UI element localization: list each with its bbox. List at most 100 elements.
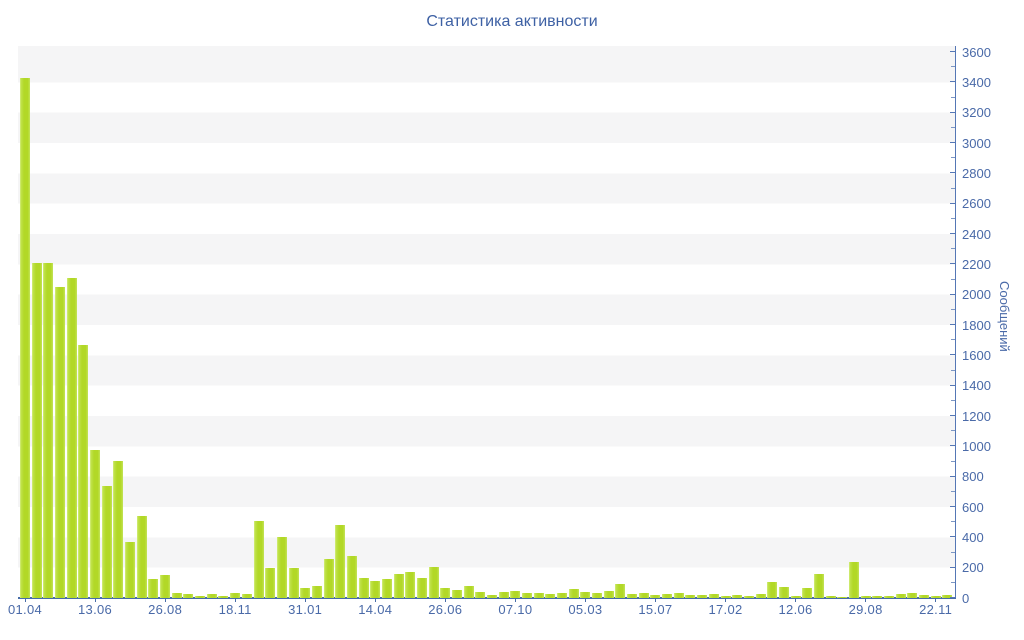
bar <box>697 595 708 598</box>
bar <box>300 588 311 598</box>
x-tick <box>865 598 867 602</box>
x-tick-label: 01.04 <box>7 602 43 617</box>
bar <box>732 595 743 598</box>
x-tick <box>164 598 166 602</box>
y-tick-label: 2800 <box>962 165 991 181</box>
bar <box>113 461 124 598</box>
x-tick-label: 22.11 <box>919 602 953 617</box>
bar <box>428 567 439 598</box>
x-tick <box>935 598 937 602</box>
y-tick-label: 600 <box>962 499 984 515</box>
bar <box>790 596 801 598</box>
y-tick-label: 3600 <box>962 44 991 60</box>
bar <box>755 594 766 598</box>
bar <box>533 593 544 598</box>
bar <box>381 579 392 598</box>
y-major-tick <box>950 172 956 174</box>
chart-title: Статистика активности <box>426 13 598 30</box>
x-tick-label: 05.03 <box>568 602 603 617</box>
x-tick <box>584 598 586 602</box>
y-major-tick <box>950 384 956 386</box>
bar <box>942 595 953 598</box>
y-major-tick <box>950 566 956 568</box>
bar <box>440 588 451 598</box>
bar <box>253 521 264 598</box>
bar <box>346 556 357 598</box>
y-tick-label: 2400 <box>962 226 991 242</box>
y-major-tick <box>950 81 956 83</box>
bar <box>487 595 497 598</box>
x-axis-line <box>18 597 956 599</box>
bar <box>335 525 346 598</box>
bar <box>195 596 206 598</box>
x-tick-label: 18.11 <box>218 602 252 617</box>
y-tick-label: 0 <box>962 590 970 606</box>
bar <box>183 594 194 598</box>
y-major-tick <box>950 415 956 416</box>
y-minor-tick <box>951 126 955 128</box>
y-tick-label: 2200 <box>962 256 991 272</box>
x-tick <box>304 598 306 602</box>
bar <box>522 593 533 598</box>
y-major-tick <box>950 111 956 113</box>
x-tick-label: 13.06 <box>78 602 113 617</box>
bar <box>43 263 54 598</box>
y-minor-tick <box>951 248 955 250</box>
y-minor-tick <box>951 430 955 432</box>
bar <box>802 588 813 598</box>
bar <box>311 586 322 598</box>
x-tick-label: 26.06 <box>428 602 463 617</box>
y-major-tick <box>950 51 956 52</box>
x-tick-label: 17.02 <box>708 602 743 617</box>
bar <box>136 516 147 598</box>
y-major-tick <box>950 506 956 507</box>
bar <box>241 594 252 598</box>
y-major-tick <box>950 202 956 204</box>
bar <box>662 594 673 598</box>
x-tick <box>234 598 236 602</box>
bar <box>918 595 929 598</box>
bar <box>848 562 859 598</box>
y-tick-label: 3400 <box>962 74 991 90</box>
bar <box>125 542 136 598</box>
y-minor-tick <box>951 460 955 462</box>
bar <box>160 575 171 598</box>
bar <box>627 594 638 598</box>
bar <box>230 593 241 598</box>
bar <box>31 263 42 598</box>
bar <box>78 345 89 598</box>
bar <box>66 278 77 598</box>
y-major-tick <box>950 475 956 477</box>
bar <box>90 450 101 598</box>
bar <box>288 568 299 598</box>
bar <box>265 568 276 598</box>
bar <box>101 486 112 598</box>
bar <box>206 594 217 598</box>
x-tick <box>374 598 376 602</box>
y-minor-tick <box>951 369 955 371</box>
bar <box>545 594 556 598</box>
y-major-tick <box>950 597 956 598</box>
y-tick-label: 400 <box>962 529 984 545</box>
bar <box>557 593 568 598</box>
plot-area <box>18 46 956 602</box>
y-major-tick <box>950 293 956 295</box>
y-tick-label: 1200 <box>962 408 991 424</box>
bar <box>475 592 486 598</box>
bar <box>907 593 918 598</box>
x-tick <box>654 598 656 602</box>
bar <box>416 578 427 598</box>
y-minor-tick <box>951 581 955 583</box>
bar <box>603 591 614 598</box>
y-minor-tick <box>951 66 955 68</box>
bar <box>171 593 182 598</box>
y-axis-title: Сообщений <box>997 281 1012 352</box>
bar <box>650 595 661 598</box>
bar <box>860 596 871 598</box>
bar <box>323 559 334 598</box>
x-tick-label: 07.10 <box>498 602 533 617</box>
bar <box>615 584 626 598</box>
y-major-tick <box>950 536 956 538</box>
x-tick <box>795 598 797 602</box>
